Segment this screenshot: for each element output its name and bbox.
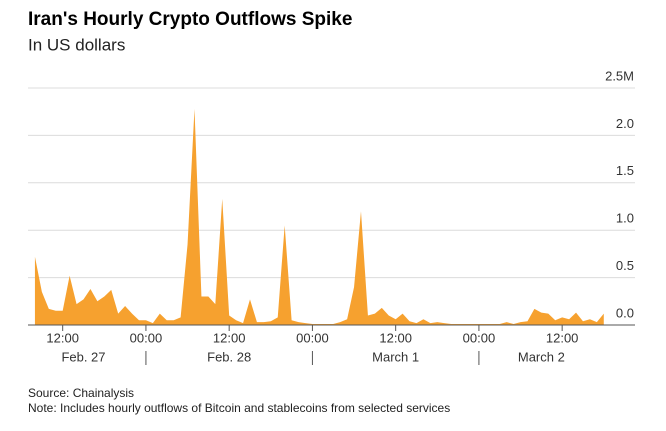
y-tick-label: 2.0 [616, 116, 634, 131]
chart-subtitle: In US dollars [28, 35, 125, 54]
x-tick-label: 12:00 [213, 330, 246, 345]
x-tick-label: 00:00 [130, 330, 163, 345]
date-label: March 1 [372, 349, 419, 364]
x-tick-label: 00:00 [296, 330, 329, 345]
y-tick-label: 2.5M [605, 68, 634, 83]
source: Source: Chainalysis [28, 386, 134, 400]
y-tick-label: 0.5 [616, 258, 634, 273]
y-tick-label: 0.0 [616, 305, 634, 320]
x-tick-label: 12:00 [379, 330, 412, 345]
y-tick-label: 1.0 [616, 211, 634, 226]
date-label: Feb. 27 [61, 349, 105, 364]
area [34, 108, 604, 325]
note: Note: Includes hourly outflows of Bitcoi… [28, 401, 450, 415]
x-tick-label: 12:00 [546, 330, 579, 345]
x-tick-label: 00:00 [463, 330, 496, 345]
chart-title: Iran's Hourly Crypto Outflows Spike [28, 9, 352, 30]
y-tick-label: 1.5 [616, 163, 634, 178]
date-label: March 2 [518, 349, 565, 364]
x-tick-label: 12:00 [46, 330, 79, 345]
date-label: Feb. 28 [207, 349, 251, 364]
